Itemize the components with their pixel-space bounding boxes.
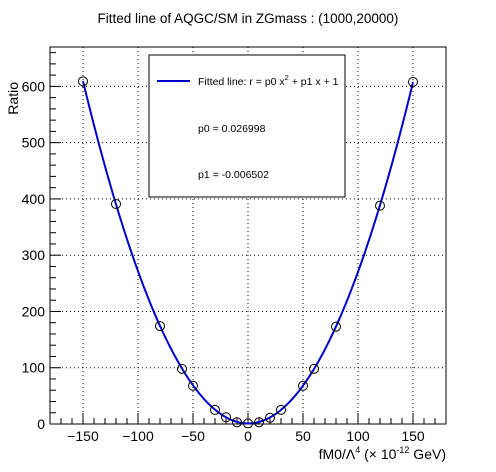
legend-p1: p1 = -0.006502 bbox=[198, 169, 269, 181]
x-axis-label: fM0/Λ4 (× 10-12 GeV) bbox=[319, 445, 446, 462]
legend-entry-suffix: + p1 x + 1 bbox=[289, 76, 339, 88]
legend-entry: Fitted line: r = p0 x2 + p1 x + 1 bbox=[198, 73, 339, 88]
y-tick-label: 200 bbox=[22, 303, 46, 319]
legend-entry-label: Fitted line: r = p0 x bbox=[198, 76, 285, 88]
y-tick-label: 500 bbox=[22, 135, 46, 151]
legend-p0: p0 = 0.026998 bbox=[198, 123, 266, 135]
y-tick-label: 400 bbox=[22, 191, 46, 207]
y-tick-label: 300 bbox=[22, 247, 46, 263]
chart-title: Fitted line of AQGC/SM in ZGmass : (1000… bbox=[98, 11, 399, 26]
x-tick-label: −50 bbox=[181, 428, 205, 444]
x-tick-label: 0 bbox=[244, 428, 252, 444]
legend: Fitted line: r = p0 x2 + p1 x + 1 p0 = 0… bbox=[149, 55, 345, 197]
x-axis-label-middle-sup: -12 bbox=[396, 445, 409, 455]
x-tick-label: −150 bbox=[67, 428, 99, 444]
y-tick-label: 0 bbox=[37, 416, 45, 432]
x-tick-label: 50 bbox=[295, 428, 311, 444]
x-tick-label: 150 bbox=[401, 428, 425, 444]
x-axis-label-suffix: GeV) bbox=[409, 446, 446, 462]
x-tick-label: 100 bbox=[346, 428, 370, 444]
y-tick-label: 600 bbox=[22, 78, 46, 94]
x-tick-label: −100 bbox=[122, 428, 154, 444]
y-tick-label: 100 bbox=[22, 360, 46, 376]
x-axis-label-prefix: fM0/Λ bbox=[319, 446, 356, 462]
x-axis-label-middle: (× 10 bbox=[360, 446, 396, 462]
y-axis-label: Ratio bbox=[5, 82, 21, 115]
